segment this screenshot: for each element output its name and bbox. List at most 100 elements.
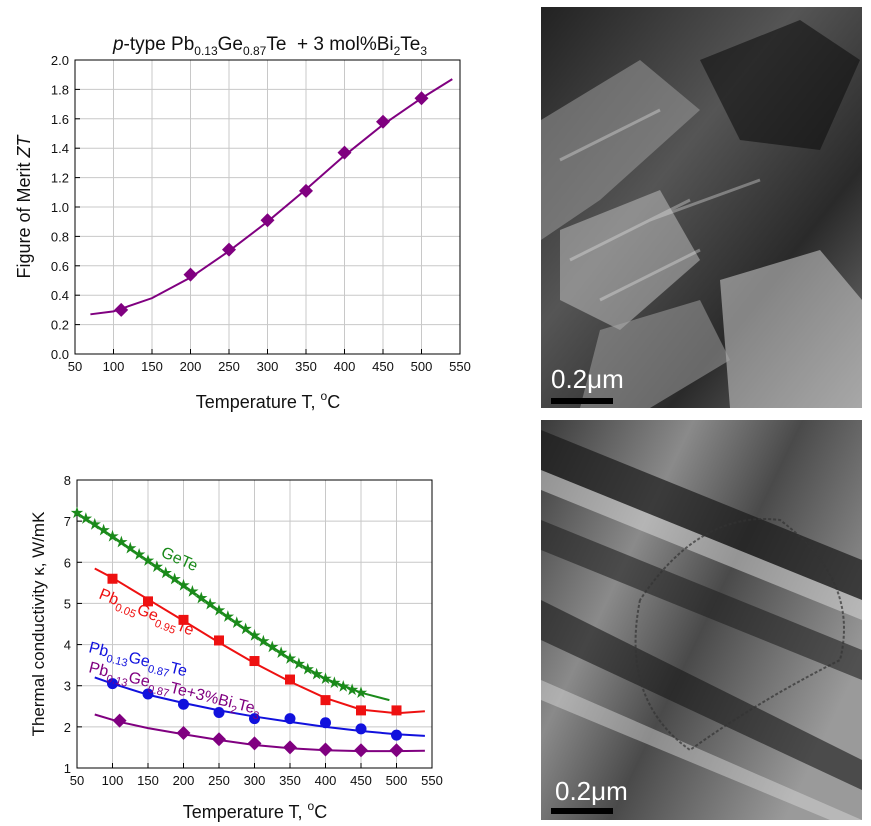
marker: [248, 629, 261, 641]
plot-frame: [74, 59, 461, 355]
x-tick-label: 450: [372, 359, 394, 374]
marker: [337, 145, 352, 160]
series-label: Pb0.05Ge0.95Te: [95, 586, 196, 643]
series-label-part: Ge: [135, 601, 161, 625]
series-label-part: Pb: [87, 659, 110, 680]
y-tick-label: 0.2: [51, 318, 69, 333]
plot-frame: [76, 479, 433, 769]
marker: [320, 695, 331, 706]
x-tick-label: 250: [218, 359, 240, 374]
x-tick-label: 200: [180, 359, 202, 374]
marker: [221, 610, 235, 622]
marker: [214, 635, 224, 646]
marker: [177, 578, 190, 591]
y-tick-label: 1.4: [51, 141, 69, 156]
marker: [318, 742, 333, 757]
marker: [356, 705, 366, 716]
marker: [355, 723, 367, 735]
x-tick-label: 350: [279, 773, 301, 788]
y-tick-label: 3: [64, 679, 71, 694]
x-tick-label: 300: [257, 359, 279, 374]
marker: [376, 114, 390, 129]
marker: [212, 603, 226, 616]
y-tick-label: 2: [64, 720, 71, 735]
y-axis-label: Thermal conductivity κ, W/mK: [29, 511, 48, 736]
marker: [115, 535, 128, 548]
marker: [88, 517, 101, 530]
series-label-part: Pb: [87, 639, 110, 660]
y-tick-label: 5: [64, 596, 71, 611]
series-label-part: 3: [251, 709, 260, 722]
series-label: Pb0.13Ge0.87Te: [86, 639, 189, 684]
marker: [213, 706, 225, 718]
y-tick-label: 0.8: [51, 229, 69, 244]
marker: [141, 554, 155, 566]
marker: [283, 652, 297, 664]
marker: [178, 698, 189, 710]
series-label-part: 0.05: [113, 602, 137, 621]
marker: [124, 541, 137, 554]
marker: [183, 267, 198, 282]
marker: [274, 646, 288, 659]
y-tick-label: 0.0: [51, 347, 69, 362]
x-axis-label: Temperature T, oC: [183, 799, 327, 822]
marker: [354, 686, 368, 698]
series-label-part: Te: [236, 697, 257, 718]
marker: [112, 713, 127, 728]
marker: [203, 597, 217, 610]
marker: [142, 688, 154, 700]
series-label-part: 0.13: [105, 653, 129, 670]
marker: [222, 242, 236, 257]
marker: [97, 523, 110, 536]
x-tick-label: 500: [411, 359, 433, 374]
marker: [176, 726, 191, 741]
x-tick-label: 150: [137, 773, 159, 788]
series-label-part: 0.87: [147, 683, 171, 700]
y-tick-label: 1: [64, 761, 71, 776]
marker: [299, 183, 313, 198]
marker: [285, 674, 295, 685]
x-tick-label: 350: [295, 359, 317, 374]
series-label-part: Pb: [97, 586, 122, 609]
marker: [70, 506, 84, 519]
x-tick-label: 50: [68, 359, 82, 374]
x-tick-label: 100: [103, 359, 125, 374]
fit-line: [90, 78, 453, 316]
y-tick-label: 8: [64, 473, 71, 488]
marker: [195, 591, 208, 604]
marker: [107, 573, 118, 584]
y-tick-label: 0.6: [51, 259, 69, 274]
marker: [107, 678, 118, 690]
marker: [391, 729, 402, 741]
marker: [301, 662, 314, 675]
marker: [354, 743, 368, 758]
series-label-part: Te: [168, 660, 189, 681]
series-label-part: 2: [229, 704, 238, 717]
x-tick-label: 100: [102, 773, 124, 788]
y-tick-label: 0.4: [51, 288, 69, 303]
marker: [283, 740, 297, 755]
marker: [249, 656, 260, 667]
marker: [345, 683, 359, 696]
series-label-part: 0.87: [147, 663, 171, 680]
chart-title: p-type Pb0.13Ge0.87Te + 3 mol%Bi2Te3: [112, 34, 427, 58]
marker: [239, 622, 252, 635]
y-tick-label: 1.6: [51, 112, 69, 127]
marker: [168, 572, 181, 585]
scale-label: 0.2μm: [555, 776, 628, 806]
series-label-part: 0.13: [105, 673, 129, 690]
micrograph: 0.2μm: [541, 420, 862, 820]
marker: [150, 560, 164, 573]
y-axis-label: Figure of MeritZT: [14, 133, 34, 278]
marker: [389, 743, 404, 758]
marker: [247, 736, 262, 751]
marker: [414, 91, 429, 106]
marker: [319, 672, 332, 684]
marker: [114, 302, 129, 317]
x-tick-label: 300: [244, 773, 266, 788]
y-tick-label: 6: [64, 555, 71, 570]
series-label-part: Te: [174, 617, 196, 639]
marker: [178, 614, 189, 625]
marker: [328, 676, 341, 689]
x-tick-label: 550: [449, 359, 471, 374]
